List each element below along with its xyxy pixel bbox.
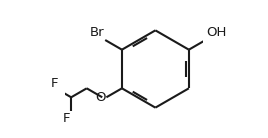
Text: OH: OH (206, 26, 227, 39)
Text: O: O (95, 91, 106, 104)
Text: F: F (51, 77, 58, 90)
Text: F: F (63, 112, 70, 125)
Text: Br: Br (90, 26, 105, 39)
